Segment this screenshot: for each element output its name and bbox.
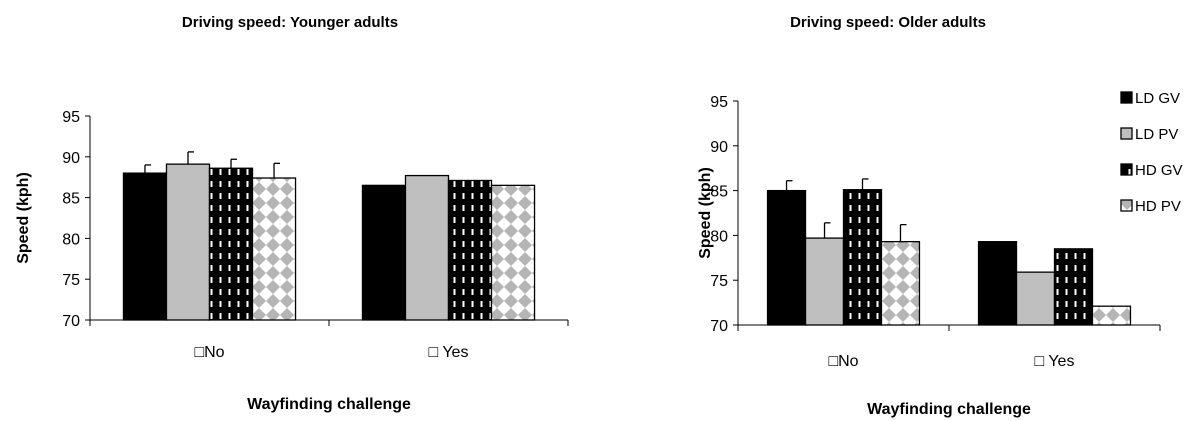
younger-y-tick-label: 95	[62, 109, 80, 126]
older-y-tick-label: 95	[710, 94, 728, 111]
older-bar-hd-gv	[1053, 248, 1094, 326]
older-bar-hd-pv	[880, 241, 921, 326]
legend-label-ld-gv: LD GV	[1135, 90, 1180, 107]
older-x-tick-label: □No	[828, 353, 858, 370]
younger-bar-hd-gv	[447, 179, 493, 321]
legend-swatch-hd-pv	[1120, 199, 1133, 212]
older-bar-ld-pv	[804, 237, 845, 326]
younger-bar-hd-gv	[208, 167, 254, 321]
younger-y-axis-title: Speed (kph)	[15, 172, 32, 264]
older-bar-hd-pv	[1091, 305, 1132, 326]
older-y-axis-title: Speed (kph)	[697, 167, 714, 259]
older-y-tick-label: 75	[710, 273, 728, 290]
older-y-tick-label: 90	[710, 139, 728, 156]
older-chart-title: Driving speed: Older adults	[790, 14, 986, 31]
younger-y-tick-label: 80	[62, 231, 80, 248]
older-x-tick-label: □ Yes	[1035, 353, 1075, 370]
older-x-axis-title: Wayfinding challenge	[867, 401, 1031, 418]
younger-bar-hd-pv	[251, 177, 297, 321]
legend-label-hd-gv: HD GV	[1135, 162, 1183, 179]
younger-y-tick-label: 85	[62, 191, 80, 208]
older-y-tick-label: 80	[710, 228, 728, 245]
younger-y-tick-label: 70	[62, 313, 80, 330]
younger-chart-title: Driving speed: Younger adults	[182, 14, 398, 31]
younger-y-tick-label: 75	[62, 272, 80, 289]
legend-swatch-ld-gv	[1120, 91, 1133, 104]
legend-label-hd-pv: HD PV	[1135, 198, 1181, 215]
legend-swatch-hd-gv	[1120, 163, 1133, 176]
younger-y-tick-label: 90	[62, 150, 80, 167]
younger-x-tick-label: □ Yes	[429, 344, 469, 361]
younger-x-axis-title: Wayfinding challenge	[247, 396, 411, 413]
younger-bar-ld-pv	[404, 174, 450, 321]
legend-swatch-ld-pv	[1120, 127, 1133, 140]
younger-bar-ld-pv	[165, 163, 211, 321]
older-bar-hd-gv	[842, 189, 883, 326]
younger-bar-ld-gv	[361, 184, 407, 321]
older-bar-ld-pv	[1015, 271, 1056, 326]
younger-bar-hd-pv	[490, 184, 536, 321]
older-bar-ld-gv	[766, 189, 807, 326]
older-y-tick-label: 70	[710, 318, 728, 335]
younger-bar-ld-gv	[122, 172, 168, 321]
older-y-tick-label: 85	[710, 184, 728, 201]
legend-label-ld-pv: LD PV	[1135, 126, 1178, 143]
older-bar-ld-gv	[977, 241, 1018, 326]
younger-x-tick-label: □No	[194, 344, 224, 361]
